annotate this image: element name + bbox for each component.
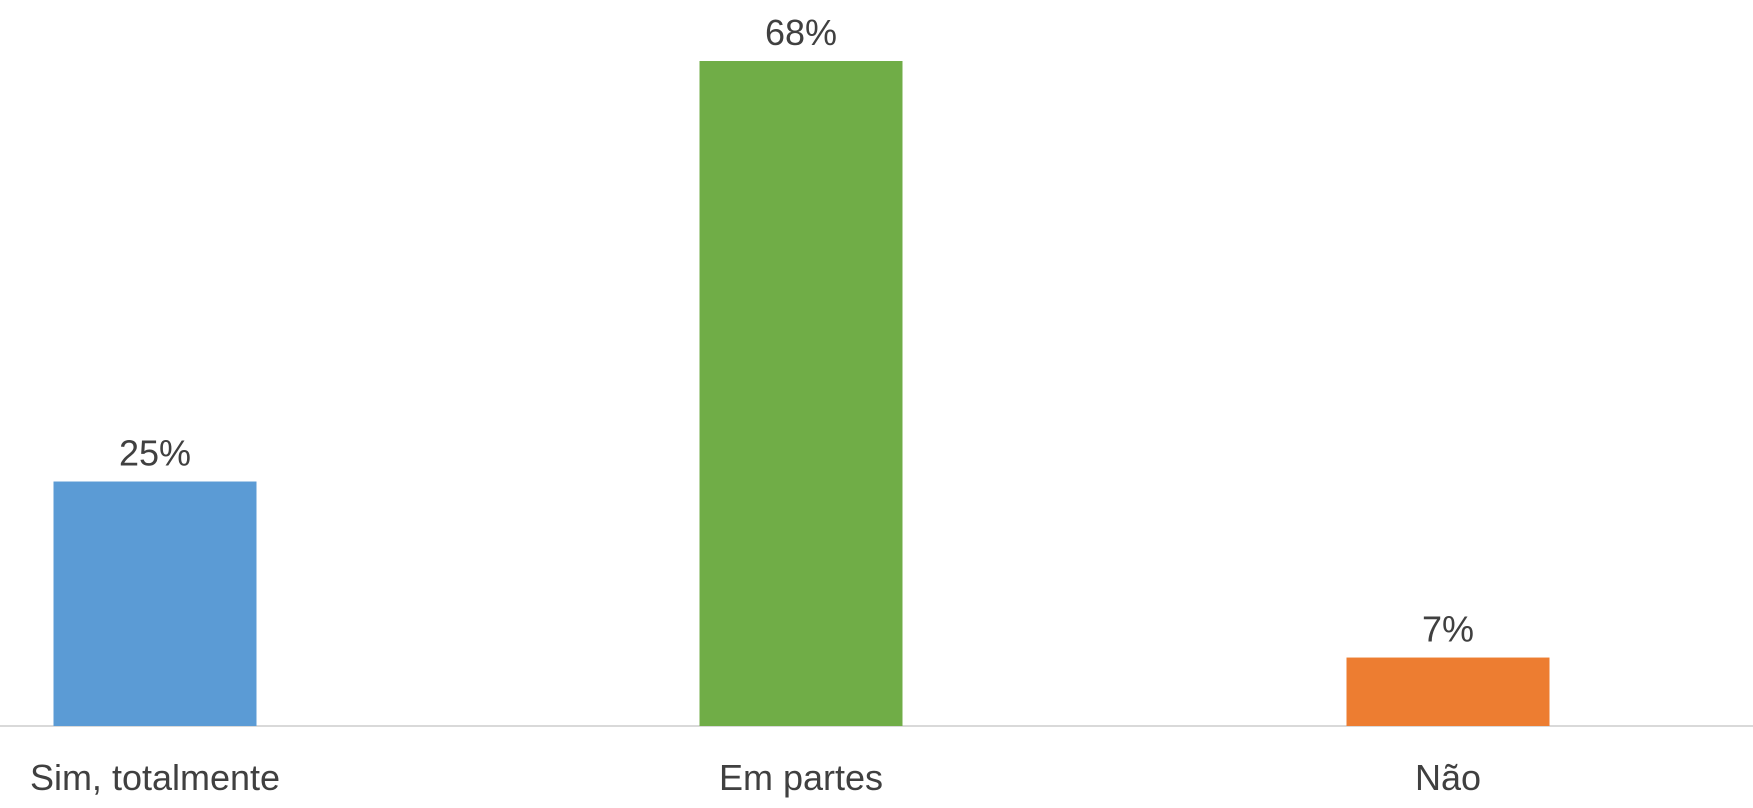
x-tick-labels-group: Sim, totalmente Em partes Não — [30, 757, 1481, 798]
x-tick-label: Em partes — [719, 757, 883, 798]
x-tick-label: Sim, totalmente — [30, 757, 280, 798]
bar-value-label: 68% — [765, 12, 837, 53]
data-labels-group: 25% 68% 7% — [119, 12, 1474, 650]
bar-value-label: 25% — [119, 433, 191, 474]
bar — [1346, 657, 1550, 726]
bars-group — [53, 61, 1550, 726]
bar — [53, 481, 257, 726]
bar-value-label: 7% — [1422, 609, 1474, 650]
x-tick-label: Não — [1415, 757, 1481, 798]
bar — [699, 61, 903, 726]
